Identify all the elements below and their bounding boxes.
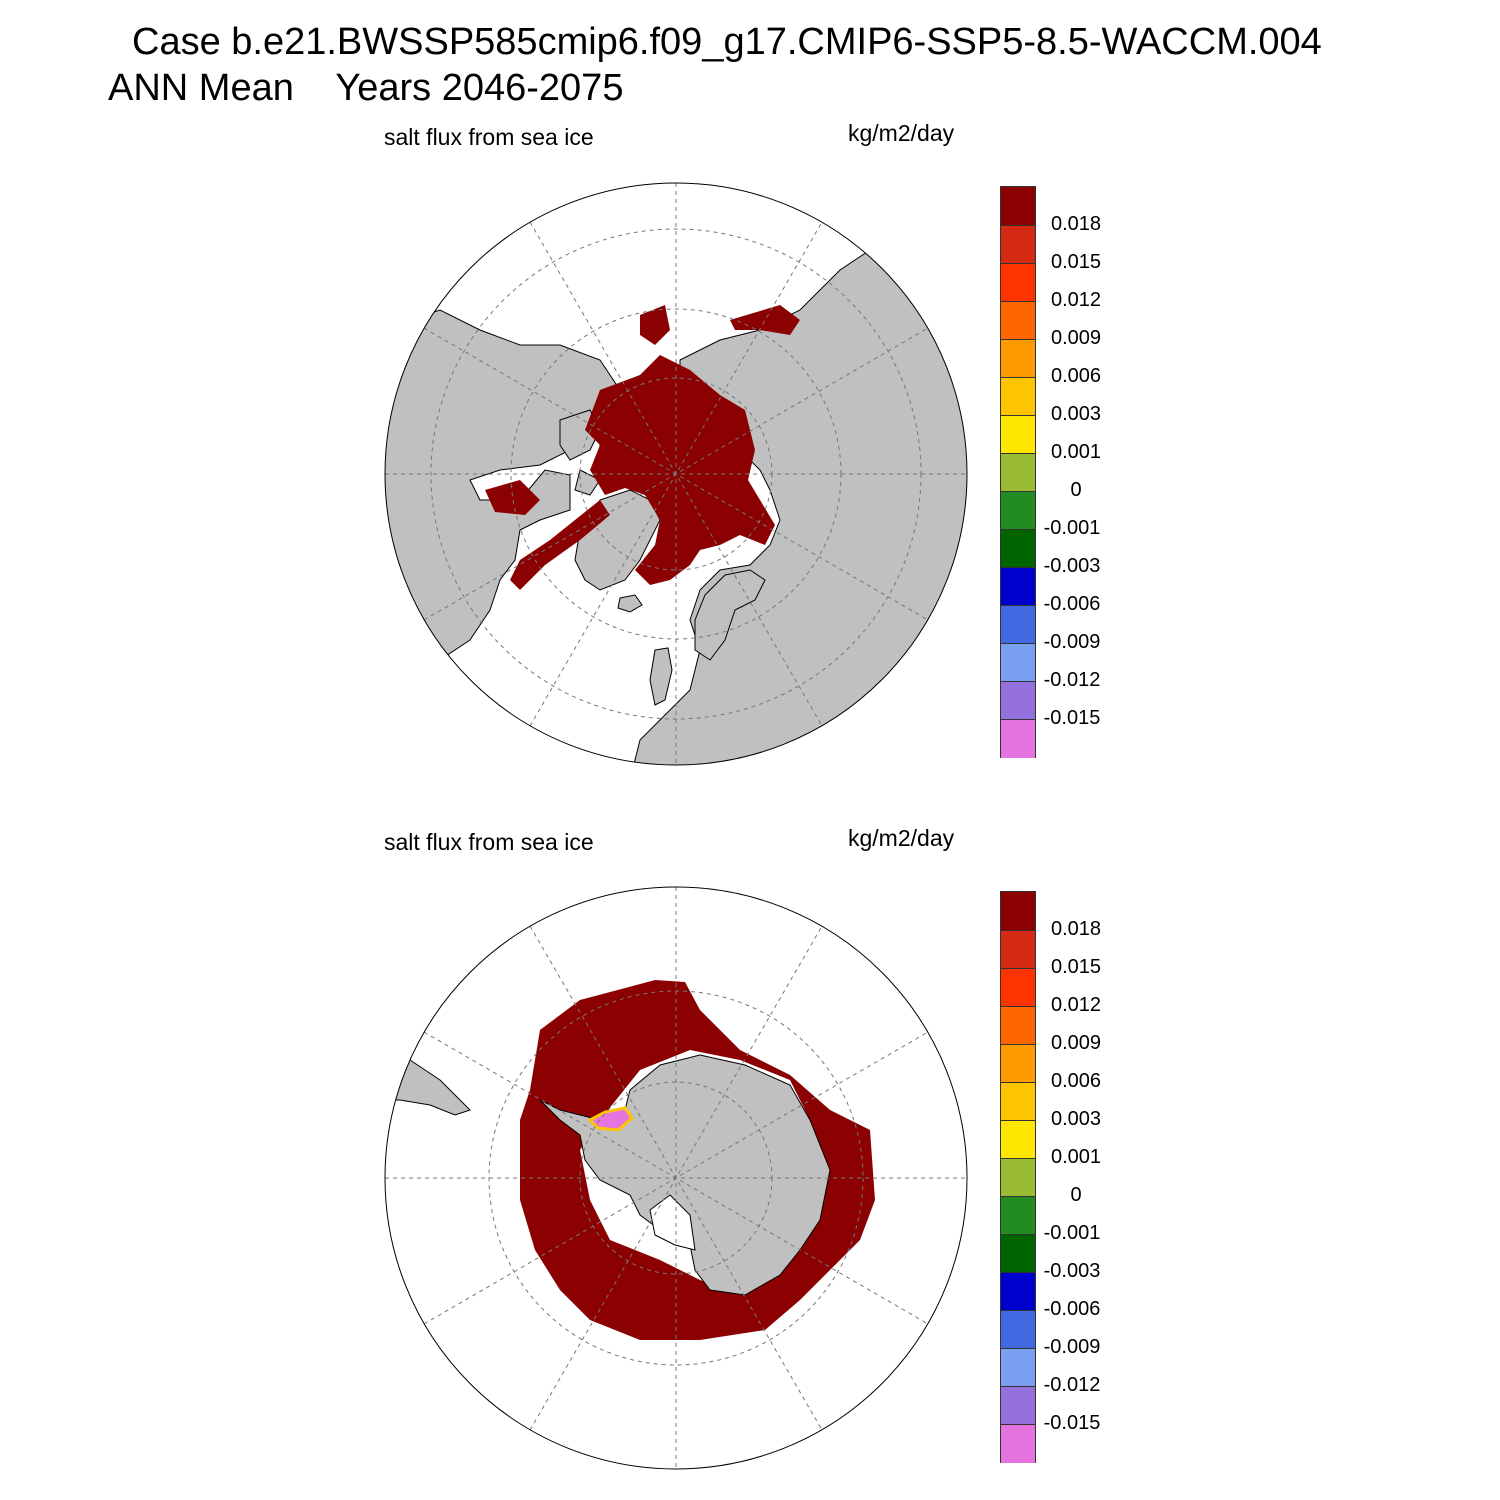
colorbar-north-swatch (1001, 491, 1035, 530)
panel-south-variable: salt flux from sea ice (384, 829, 594, 855)
colorbar-north-swatch (1001, 567, 1035, 606)
colorbar-north-swatch (1001, 301, 1035, 340)
colorbar-south-swatch (1001, 892, 1035, 930)
colorbar-north-swatch (1001, 681, 1035, 720)
colorbar-north-swatch (1001, 377, 1035, 416)
colorbar-north-label: 0.006 (1050, 365, 1102, 387)
north-seaice-flux-region (585, 355, 775, 585)
colorbar-north-label: 0.009 (1050, 327, 1102, 349)
colorbar-south-swatch (1001, 1158, 1035, 1197)
colorbar-north-label: 0.015 (1050, 251, 1102, 273)
colorbar-south-label: -0.009 (1043, 1336, 1101, 1358)
colorbar-north-label: -0.003 (1043, 555, 1101, 577)
colorbar-south-label: 0.012 (1050, 994, 1102, 1016)
panel-south-units: kg/m2/day (848, 825, 955, 851)
colorbar-south-label: -0.015 (1043, 1412, 1101, 1434)
colorbar-north-label: 0.003 (1050, 403, 1102, 425)
south-map-border (384, 886, 968, 1470)
colorbar-south-label: 0.009 (1050, 1032, 1102, 1054)
figure-title-period: ANN Mean Years 2046-2075 (108, 67, 624, 109)
figure-title-case: Case b.e21.BWSSP585cmip6.f09_g17.CMIP6-S… (132, 21, 1322, 63)
colorbar-south-swatch (1001, 1082, 1035, 1121)
colorbar-north-swatch (1001, 225, 1035, 264)
colorbar-south-swatch (1001, 930, 1035, 969)
colorbar-north-swatch (1001, 529, 1035, 568)
colorbar-south-label: -0.006 (1043, 1298, 1101, 1320)
colorbar-north-label: -0.001 (1043, 517, 1101, 539)
colorbar-north-label: 0 (1070, 479, 1082, 501)
colorbar-south-swatch (1001, 1272, 1035, 1311)
colorbar-north-label: -0.015 (1043, 707, 1101, 729)
british-isles-land (649, 647, 673, 706)
colorbar-north-swatch (1001, 339, 1035, 378)
panel-north-variable: salt flux from sea ice (384, 124, 594, 150)
colorbar-south-label: 0.003 (1050, 1108, 1102, 1130)
colorbar-south-swatch (1001, 968, 1035, 1007)
colorbar-north-swatch (1001, 605, 1035, 644)
colorbar-north-label: 0.012 (1050, 289, 1102, 311)
north-seaice-flux-hudson (485, 480, 610, 590)
north-graticule (385, 183, 967, 765)
north-seaice-flux-bering (640, 305, 800, 345)
colorbar-north-swatch (1001, 415, 1035, 454)
colorbar-north-swatch (1001, 643, 1035, 682)
colorbar-north-swatch (1001, 187, 1035, 225)
colorbar-south-swatch (1001, 1234, 1035, 1273)
weddell-flux-edge (587, 1106, 635, 1132)
colorbar-south-swatch (1001, 1120, 1035, 1159)
colorbar-south-swatch (1001, 1044, 1035, 1083)
colorbar-south (1000, 891, 1036, 1463)
colorbar-south-label: 0.006 (1050, 1070, 1102, 1092)
colorbar-north-swatch (1001, 719, 1035, 758)
south-polar-map (385, 887, 967, 1469)
south-graticule (385, 887, 967, 1469)
colorbar-south-label: 0.001 (1050, 1146, 1102, 1168)
colorbar-south-swatch (1001, 1196, 1035, 1235)
colorbar-south-swatch (1001, 1006, 1035, 1045)
colorbar-south-swatch (1001, 1424, 1035, 1463)
ross-ice-shelf (649, 1194, 696, 1251)
colorbar-south-label: -0.003 (1043, 1260, 1101, 1282)
scandinavia-land (694, 569, 766, 661)
colorbar-south-swatch (1001, 1348, 1035, 1387)
iceland-land (617, 594, 643, 613)
colorbar-north-swatch (1001, 263, 1035, 302)
north-polar-map (385, 183, 967, 765)
colorbar-north (1000, 186, 1036, 758)
colorbar-north-label: 0.018 (1050, 213, 1102, 235)
colorbar-south-label: 0.018 (1050, 918, 1102, 940)
colorbar-south-label: 0 (1070, 1184, 1082, 1206)
colorbar-north-label: 0.001 (1050, 441, 1102, 463)
south-seaice-flux-region (520, 980, 875, 1340)
north-map-border (384, 182, 968, 766)
colorbar-north-swatch (1001, 453, 1035, 492)
colorbar-south-label: 0.015 (1050, 956, 1102, 978)
colorbar-north-label: -0.006 (1043, 593, 1101, 615)
colorbar-south-swatch (1001, 1386, 1035, 1425)
colorbar-south-label: -0.001 (1043, 1222, 1101, 1244)
colorbar-south-label: -0.012 (1043, 1374, 1101, 1396)
colorbar-north-label: -0.012 (1043, 669, 1101, 691)
colorbar-south-swatch (1001, 1310, 1035, 1349)
panel-north-units: kg/m2/day (848, 120, 955, 146)
colorbar-north-label: -0.009 (1043, 631, 1101, 653)
